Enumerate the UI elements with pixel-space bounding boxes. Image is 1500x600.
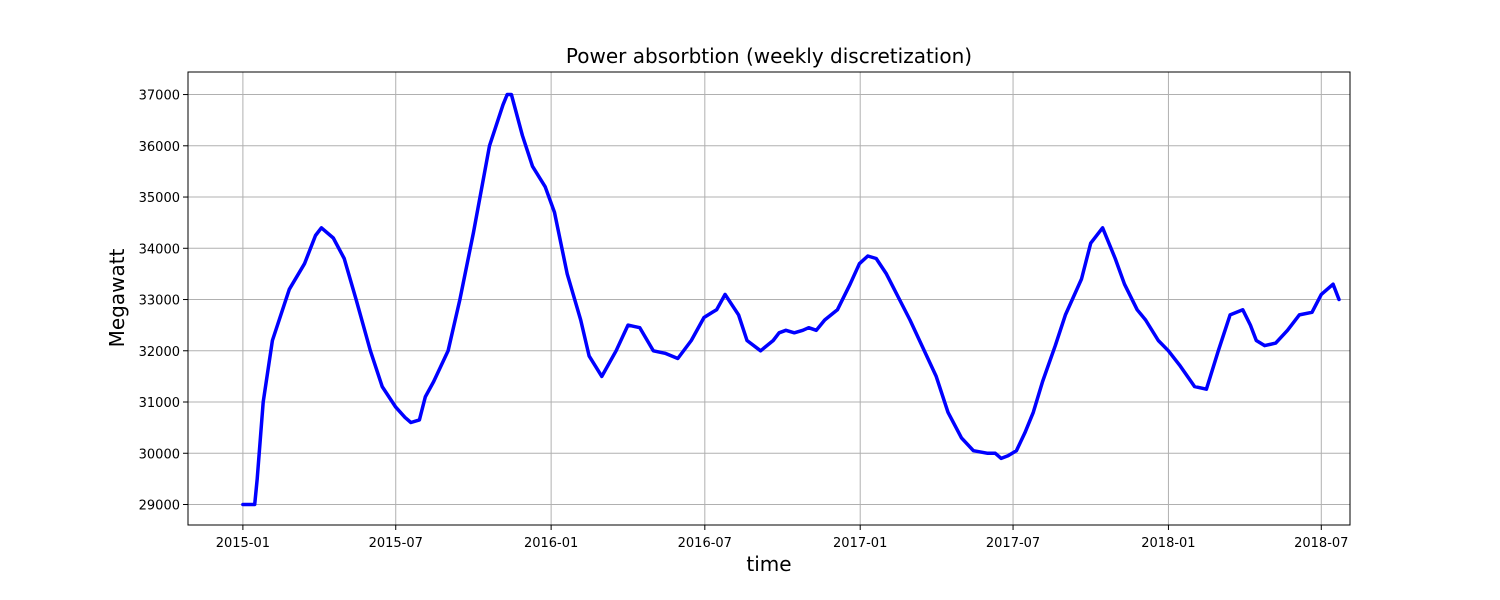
x-tick-label: 2018-07: [1294, 536, 1348, 551]
series-line: [241, 92, 1341, 507]
y-tick-label: 33000: [139, 294, 180, 309]
x-tick-label: 2016-07: [678, 536, 732, 551]
y-tick-label: 29000: [139, 499, 180, 514]
y-tick-label: 31000: [139, 396, 180, 411]
y-axis-label: Megawatt: [105, 248, 129, 347]
x-tick-label: 2018-01: [1141, 536, 1195, 551]
y-tick-label: 32000: [139, 345, 180, 360]
y-tick-label: 34000: [139, 242, 180, 257]
y-tick-label: 30000: [139, 447, 180, 462]
y-tick-label: 36000: [139, 140, 180, 155]
x-tick-label: 2017-01: [833, 536, 887, 551]
axis-ticks: 2015-01 2015-07 2016-01 2016-07 2017-01 2017-…: [139, 89, 1349, 551]
plot-frame: [187, 71, 1351, 526]
x-tick-label: 2017-07: [986, 536, 1040, 551]
chart-title: Power absorbtion (weekly discretization): [566, 44, 972, 68]
x-axis-label: time: [746, 552, 791, 576]
y-tick-label: 35000: [139, 191, 180, 206]
x-tick-label: 2015-01: [216, 536, 270, 551]
x-tick-label: 2015-07: [369, 536, 423, 551]
x-tick-label: 2016-01: [524, 536, 578, 551]
grid: [188, 72, 1350, 525]
y-tick-label: 37000: [139, 89, 180, 104]
series-layer: [241, 92, 1341, 507]
